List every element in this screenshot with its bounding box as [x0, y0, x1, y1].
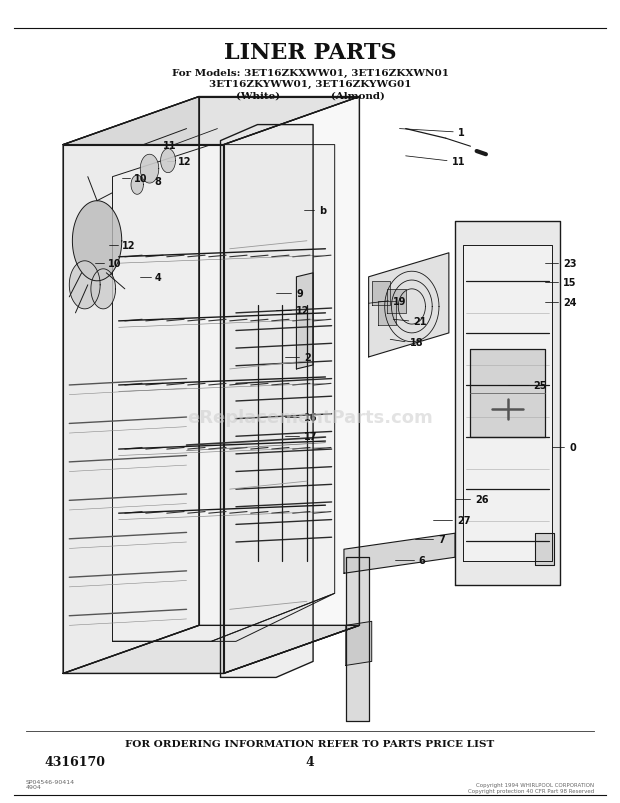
- Polygon shape: [224, 97, 360, 674]
- Polygon shape: [344, 533, 455, 573]
- Text: (White)              (Almond): (White) (Almond): [236, 92, 384, 100]
- Polygon shape: [73, 202, 122, 282]
- Polygon shape: [63, 97, 360, 145]
- Text: SP04546-90414
4904: SP04546-90414 4904: [26, 779, 75, 789]
- Text: 15: 15: [563, 278, 577, 288]
- Polygon shape: [161, 149, 175, 173]
- Text: LINER PARTS: LINER PARTS: [224, 43, 396, 64]
- Polygon shape: [463, 246, 552, 561]
- Polygon shape: [112, 145, 335, 642]
- Text: 11: 11: [163, 141, 177, 150]
- Text: 8: 8: [154, 177, 161, 186]
- Text: 12: 12: [296, 306, 310, 316]
- Text: 24: 24: [563, 297, 577, 308]
- Polygon shape: [140, 155, 159, 184]
- Polygon shape: [387, 289, 405, 313]
- Polygon shape: [112, 593, 335, 642]
- Polygon shape: [378, 301, 396, 325]
- Text: 4: 4: [154, 272, 161, 283]
- Text: 4316170: 4316170: [45, 755, 105, 768]
- Text: 21: 21: [414, 316, 427, 327]
- Text: 18: 18: [410, 337, 423, 347]
- Text: 26: 26: [476, 494, 489, 504]
- Polygon shape: [221, 125, 313, 678]
- Polygon shape: [63, 97, 199, 674]
- Text: 4: 4: [306, 755, 314, 768]
- Polygon shape: [471, 349, 544, 438]
- Text: 1: 1: [458, 128, 465, 137]
- Text: 19: 19: [393, 296, 407, 307]
- Text: 6: 6: [418, 555, 425, 565]
- Text: 17: 17: [304, 432, 317, 442]
- Polygon shape: [346, 557, 369, 722]
- Text: 23: 23: [563, 259, 577, 269]
- Polygon shape: [69, 262, 100, 309]
- Polygon shape: [131, 176, 143, 195]
- Text: 16: 16: [304, 413, 317, 422]
- Polygon shape: [372, 282, 390, 305]
- Text: FOR ORDERING INFORMATION REFER TO PARTS PRICE LIST: FOR ORDERING INFORMATION REFER TO PARTS …: [125, 740, 495, 748]
- Polygon shape: [91, 270, 115, 309]
- Polygon shape: [346, 622, 372, 666]
- Polygon shape: [455, 222, 560, 585]
- Text: 11: 11: [452, 157, 466, 166]
- Text: 0: 0: [569, 443, 576, 453]
- Polygon shape: [369, 254, 449, 357]
- Text: 25: 25: [533, 381, 547, 390]
- Text: b: b: [319, 206, 326, 216]
- Text: 7: 7: [438, 534, 445, 544]
- Polygon shape: [63, 626, 360, 674]
- Text: 12: 12: [122, 240, 135, 251]
- Text: eReplacementParts.com: eReplacementParts.com: [187, 409, 433, 426]
- Text: 12: 12: [178, 157, 192, 166]
- Text: 27: 27: [457, 515, 471, 525]
- Text: For Models: 3ET16ZKXWW01, 3ET16ZKXWN01: For Models: 3ET16ZKXWW01, 3ET16ZKXWN01: [172, 69, 448, 78]
- Text: 9: 9: [296, 288, 303, 299]
- Polygon shape: [535, 533, 554, 565]
- Text: 2: 2: [304, 353, 311, 362]
- Text: Copyright 1994 WHIRLPOOL CORPORATION
Copyright protection 40 CFR Part 98 Reserve: Copyright 1994 WHIRLPOOL CORPORATION Cop…: [467, 782, 594, 793]
- Text: 10: 10: [134, 174, 148, 184]
- Polygon shape: [296, 274, 313, 369]
- Text: 3ET16ZKYWW01, 3ET16ZKYWG01: 3ET16ZKYWW01, 3ET16ZKYWG01: [209, 80, 411, 89]
- Text: 10: 10: [107, 259, 121, 269]
